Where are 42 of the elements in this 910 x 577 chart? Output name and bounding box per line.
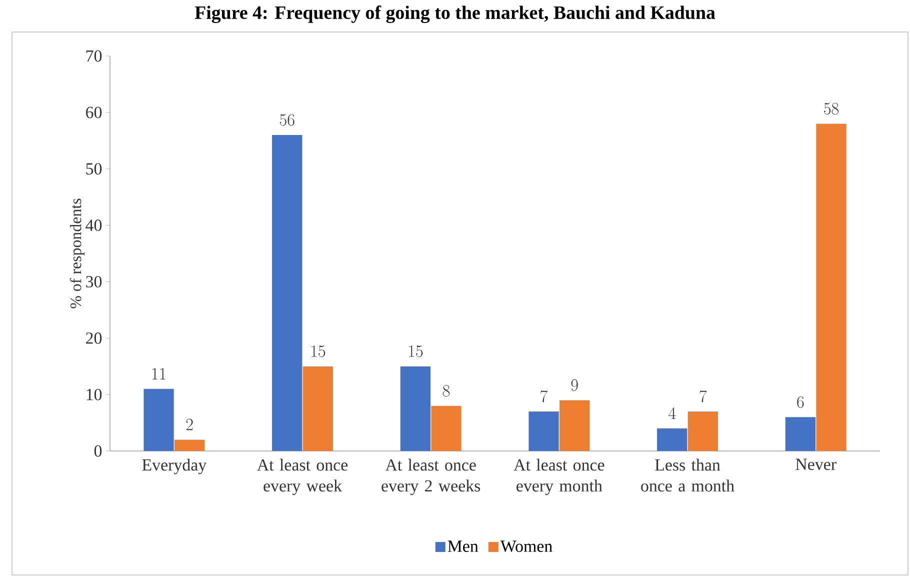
data-label: 8 [442,384,450,397]
bar [559,400,590,451]
y-tick-label: 50 [86,163,102,175]
x-tick-label: At least once every 2 weeks [382,458,480,496]
x-tick-label: Less than once a month [641,458,734,492]
bar [272,134,302,451]
x-tick-label: Everyday [142,458,207,474]
data-label: 2 [186,418,193,430]
data-label: 7 [700,390,707,402]
bar [657,428,688,451]
data-label: 15 [409,345,423,358]
y-tick-label: 10 [86,388,102,400]
bar [785,417,816,451]
y-tick-label: 70 [86,50,102,62]
chart-title: Figure 4: Frequency of going to the market, Bauchi and Kaduna [194,6,716,24]
data-label: 7 [540,390,548,402]
y-tick-label: 60 [86,106,102,118]
bar [302,366,333,451]
x-tick-label: At least once every month [514,458,604,496]
data-label: 56 [280,114,294,126]
y-tick-label: 30 [86,276,102,288]
x-tick-label: Never [796,458,836,470]
bar [431,406,462,451]
data-label: 58 [824,102,839,114]
bar [174,440,205,451]
data-label: 15 [312,345,326,358]
x-tick-label: At least once every week [257,458,348,496]
y-tick-label: 0 [94,445,102,457]
bar [816,124,846,451]
data-label: 9 [571,379,578,391]
bar [144,388,174,451]
data-label: 6 [797,396,804,408]
bar [528,411,559,451]
data-label: 4 [668,407,676,419]
legend-label: Women [500,540,552,552]
y-tick-label: 40 [86,220,102,231]
bar [400,366,431,451]
bar [688,411,718,451]
legend-label: Men [448,540,478,552]
y-tick-label: 20 [86,332,102,344]
data-label: 11 [152,368,166,380]
y-axis-title: % of respondents [70,198,84,308]
